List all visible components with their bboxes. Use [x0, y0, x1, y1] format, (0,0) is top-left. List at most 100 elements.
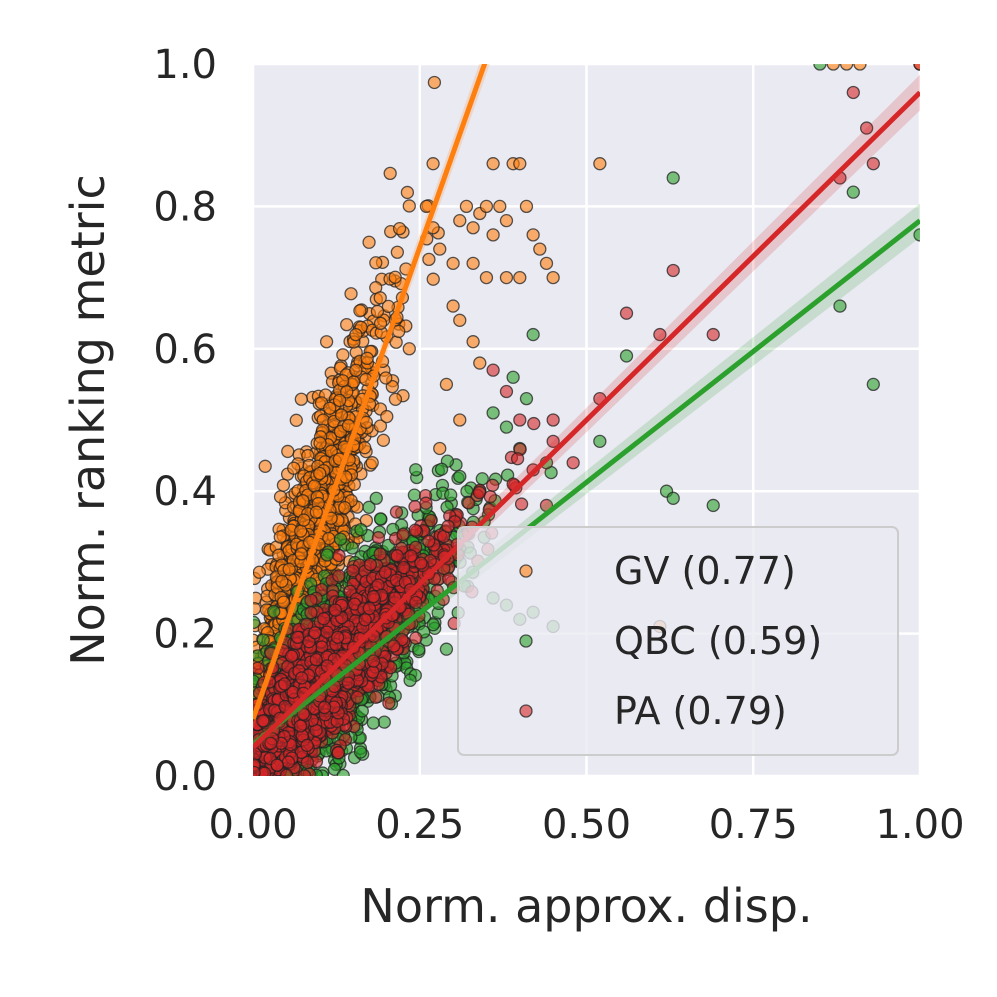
scatter-point-qbc — [813, 64, 827, 71]
scatter-point-qbc — [333, 532, 348, 546]
scatter-point-pa — [913, 64, 920, 71]
scatter-point-pa — [304, 606, 318, 620]
scatter-point-pa — [409, 595, 423, 610]
regression-line-gv — [253, 64, 488, 720]
regression-lines — [253, 64, 920, 755]
legend-label-pa: PA (0.79) — [614, 689, 787, 733]
scatter-point-gv — [453, 413, 467, 427]
scatter-point-gv — [533, 242, 547, 256]
scatter-point-gv — [349, 327, 363, 342]
scatter-point-qbc — [253, 615, 261, 630]
scatter-point-gv — [273, 530, 287, 544]
scatter-point-gv — [319, 335, 334, 349]
scatter-point-pa — [369, 690, 383, 704]
scatter-point-pa — [486, 478, 500, 492]
scatter-point-gv — [839, 64, 854, 71]
scatter-point-gv — [453, 213, 467, 228]
x-tick-label: 0.25 — [375, 802, 464, 848]
scatter-point-qbc — [407, 488, 422, 502]
scatter-point-gv — [294, 524, 308, 538]
scatter-point-gv — [459, 199, 474, 214]
scatter-point-pa — [281, 755, 296, 769]
x-tick-label: 1.00 — [875, 802, 964, 848]
scatter-point-gv — [426, 272, 440, 286]
scatter-point-gv — [388, 270, 402, 284]
scatter-point-pa — [566, 456, 580, 470]
scatter-point-gv — [499, 270, 514, 285]
scatter-point-qbc — [526, 327, 540, 342]
scatter-point-pa — [846, 85, 860, 100]
scatter-point-pa — [422, 534, 436, 548]
scatter-point-gv — [593, 157, 607, 171]
scatter-point-gv — [433, 441, 447, 456]
scatter-point-gv — [546, 270, 560, 285]
scatter-point-pa — [510, 452, 525, 466]
scatter-point-gv — [439, 377, 454, 392]
scatter-point-pa — [408, 523, 422, 537]
tick-labels: 0.00 0.25 0.50 0.75 1.000.00.20.40.60.81.0 — [153, 42, 964, 848]
scatter-point-qbc — [362, 500, 376, 514]
scatter-point-gv — [336, 348, 350, 362]
scatter-point-gv — [486, 228, 500, 242]
scatter-point-qbc — [336, 768, 350, 776]
legend-label-gv: GV (0.77) — [614, 549, 796, 593]
scatter-point-qbc — [453, 469, 467, 484]
scatter-point-gv — [334, 408, 349, 422]
scatter-point-pa — [293, 719, 308, 733]
scatter-point-pa — [331, 746, 345, 760]
y-tick-label: 1.0 — [153, 42, 217, 88]
scatter-point-pa — [486, 363, 500, 377]
scatter-point-pa — [264, 736, 278, 750]
x-tick-label: 0.75 — [709, 802, 798, 848]
legend-marker-pa — [519, 704, 533, 718]
scatter-point-qbc — [706, 498, 720, 513]
scatter-point-gv — [473, 356, 487, 370]
scatter-point-qbc — [345, 541, 359, 555]
scatter-point-gv — [526, 228, 540, 242]
scatter-point-qbc — [412, 642, 426, 656]
scatter-point-gv — [385, 379, 399, 394]
scatter-point-pa — [330, 630, 345, 644]
scatter-point-gv — [466, 256, 480, 271]
scatter-point-qbc — [439, 642, 454, 656]
scatter-point-pa — [653, 327, 667, 342]
scatter-point-qbc — [666, 171, 680, 185]
scatter-point-qbc — [267, 604, 281, 619]
scatter-point-pa — [295, 671, 309, 685]
scatter-point-gv — [253, 602, 262, 616]
scatter-point-gv — [276, 595, 291, 609]
scatter-point-pa — [278, 699, 292, 714]
scatter-point-pa — [389, 505, 404, 519]
scatter-point-gv — [344, 287, 358, 301]
scatter-point-gv — [296, 494, 310, 508]
scatter-point-gv — [392, 222, 407, 236]
scatter-point-qbc — [320, 548, 334, 562]
scatter-point-pa — [419, 496, 433, 510]
scatter-point-gv — [349, 363, 363, 377]
scatter-point-qbc — [256, 633, 270, 647]
scatter-point-gv — [313, 466, 327, 481]
scatter-point-qbc — [866, 377, 880, 392]
scatter-point-gv — [402, 199, 416, 213]
scatter-point-qbc — [426, 618, 440, 632]
scatter-point-pa — [441, 519, 455, 533]
scatter-point-pa — [317, 612, 331, 626]
scatter-point-pa — [328, 603, 343, 617]
scatter-point-gv — [381, 299, 396, 314]
scatter-point-pa — [373, 547, 387, 561]
scatter-point-gv — [258, 459, 272, 473]
scatter-point-gv — [433, 242, 447, 256]
scatter-point-gv — [307, 479, 321, 493]
scatter-point-gv — [340, 317, 354, 332]
scatter-point-pa — [253, 661, 265, 675]
scatter-point-pa — [397, 561, 411, 575]
scatter-point-pa — [462, 496, 476, 510]
scatter-point-qbc — [846, 185, 860, 199]
scatter-point-gv — [427, 75, 442, 90]
scatter-point-pa — [284, 649, 299, 663]
scatter-point-gv — [380, 409, 394, 424]
scatter-point-gv — [332, 393, 347, 408]
scatter-point-gv — [446, 256, 460, 271]
scatter-point-pa — [513, 413, 527, 427]
